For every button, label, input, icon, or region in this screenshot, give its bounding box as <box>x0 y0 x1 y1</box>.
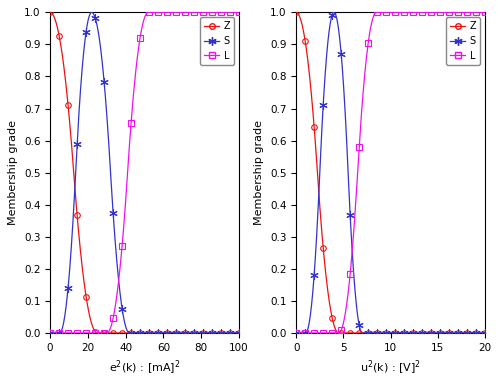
X-axis label: u$^2$(k) : [V]$^2$: u$^2$(k) : [V]$^2$ <box>360 358 421 377</box>
Legend: Z, S, L: Z, S, L <box>446 17 480 65</box>
Y-axis label: Membership grade: Membership grade <box>254 120 264 225</box>
Legend: Z, S, L: Z, S, L <box>200 17 234 65</box>
Y-axis label: Membership grade: Membership grade <box>8 120 18 225</box>
X-axis label: e$^2$(k) : [mA]$^2$: e$^2$(k) : [mA]$^2$ <box>109 358 180 377</box>
